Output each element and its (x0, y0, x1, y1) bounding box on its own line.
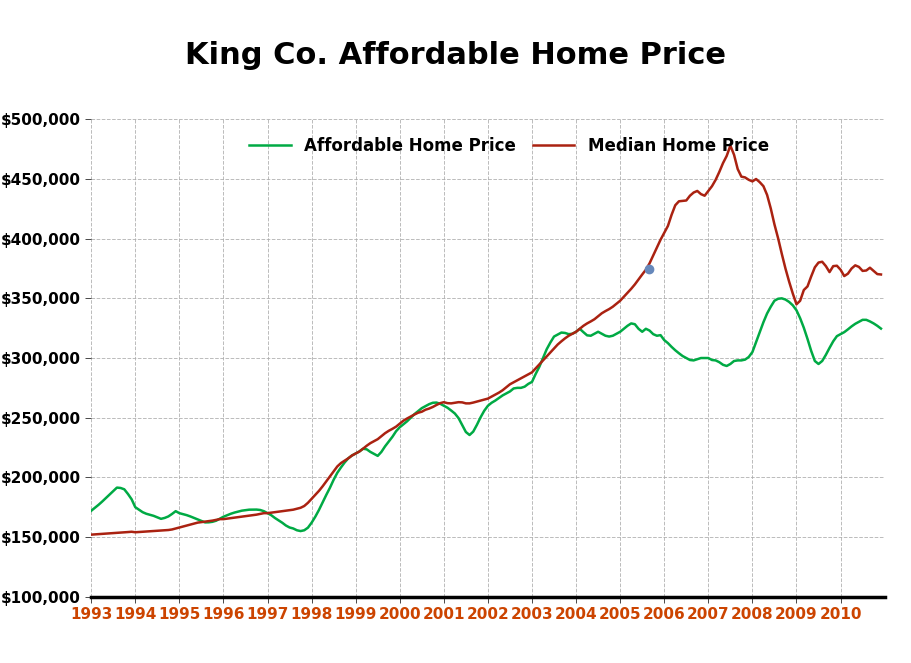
Median Home Price (261, 509, 272, 517)
Text: King Co. Affordable Home Price: King Co. Affordable Home Price (185, 40, 726, 70)
Line: Affordable Home Price: Affordable Home Price (91, 298, 880, 531)
Median Home Price (540, 353, 551, 361)
Affordable Home Price (537, 354, 548, 362)
Affordable Home Price (544, 339, 555, 347)
Median Home Price (724, 142, 735, 150)
Affordable Home Price (757, 318, 768, 326)
Affordable Home Price (261, 509, 272, 517)
Median Home Price (86, 530, 97, 538)
Median Home Price (691, 187, 702, 195)
Median Home Price (533, 361, 544, 369)
Line: Median Home Price: Median Home Price (91, 146, 880, 534)
Median Home Price (757, 182, 768, 190)
Affordable Home Price (86, 507, 97, 514)
Affordable Home Price (875, 325, 885, 333)
Affordable Home Price (775, 294, 786, 302)
Median Home Price (875, 271, 885, 278)
Affordable Home Price (295, 527, 306, 535)
Affordable Home Price (284, 524, 295, 532)
Median Home Price (284, 507, 295, 514)
Legend: Affordable Home Price, Median Home Price: Affordable Home Price, Median Home Price (242, 130, 774, 161)
Affordable Home Price (695, 354, 706, 362)
